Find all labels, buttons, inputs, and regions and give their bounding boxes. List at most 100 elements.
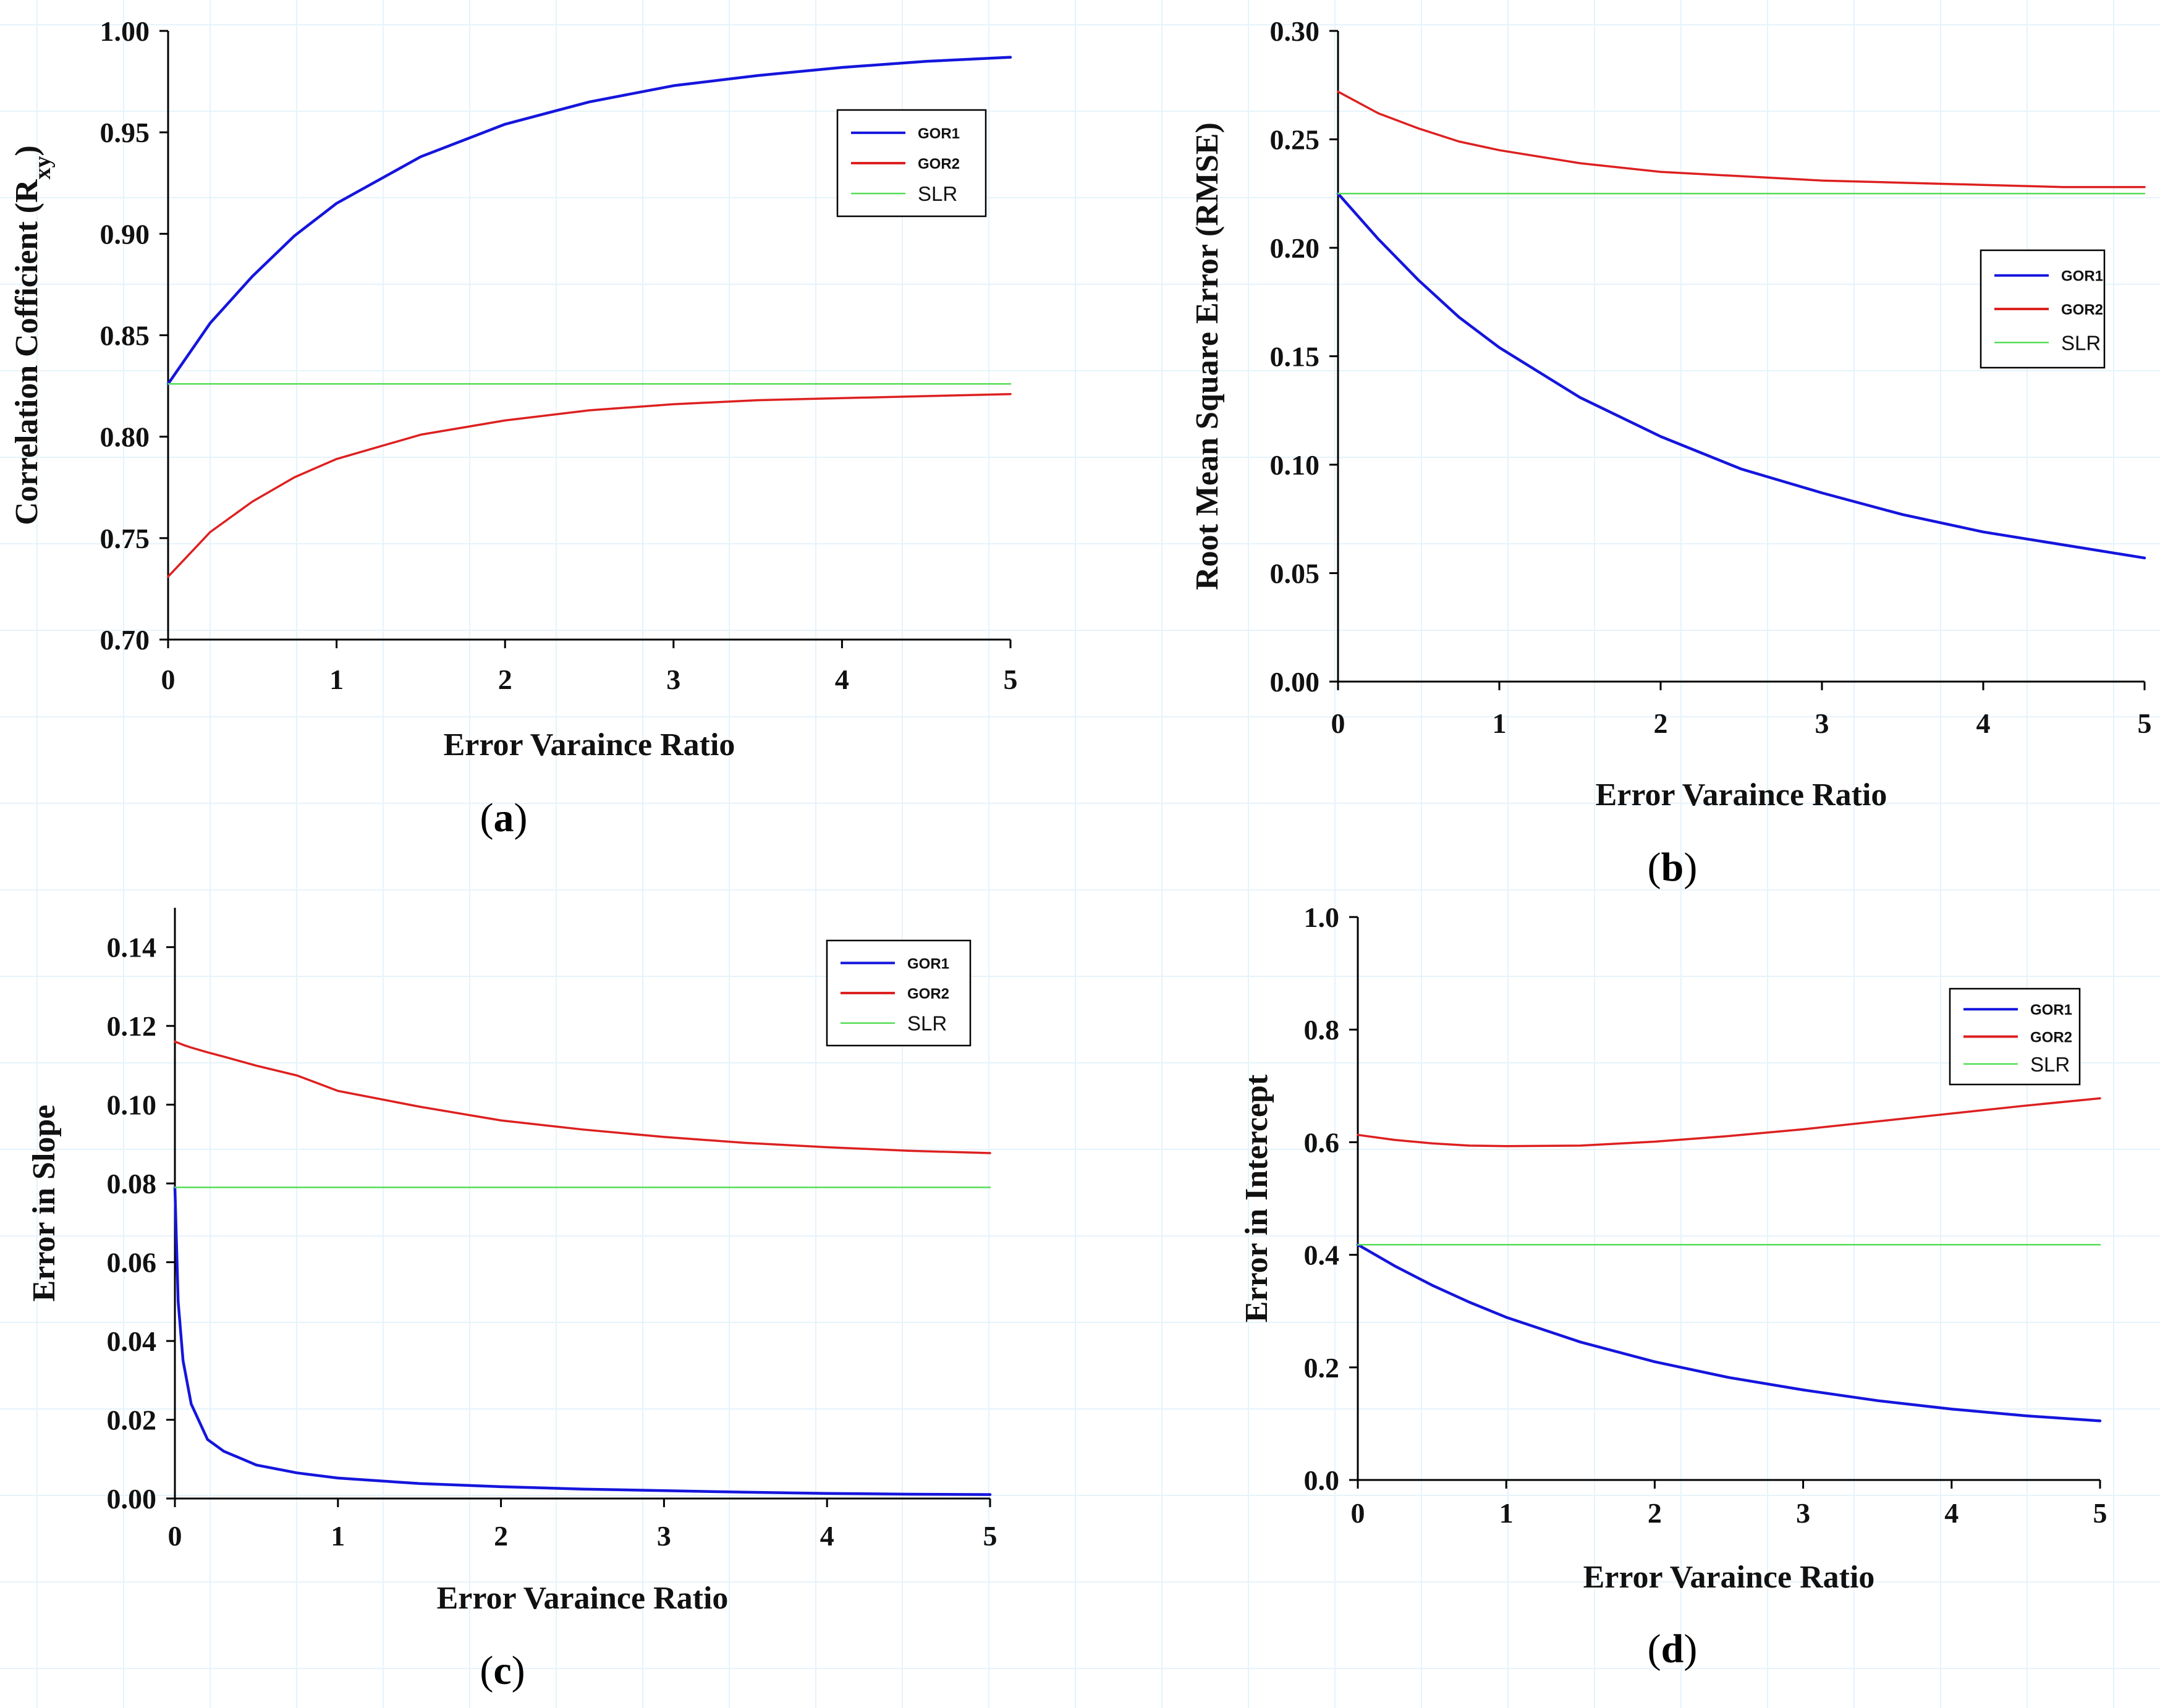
legend-label-gor2: GOR2 xyxy=(918,156,960,172)
legend-label-slr: SLR xyxy=(2061,331,2101,354)
panel-label-close: ) xyxy=(1684,1626,1697,1672)
x-tick-label: 3 xyxy=(666,664,680,695)
x-axis-title: Error Varaince Ratio xyxy=(1596,777,1887,813)
series-line-gor2 xyxy=(167,392,1012,578)
y-tick-label: 1.0 xyxy=(1304,902,1340,933)
legend-label-gor2: GOR2 xyxy=(907,986,949,1002)
x-tick-label: 0 xyxy=(1331,708,1345,739)
panel-label: (d) xyxy=(1648,1626,1698,1672)
y-tick-label: 0.00 xyxy=(1270,666,1320,698)
y-tick-label: 0.0 xyxy=(1304,1465,1340,1496)
y-tick-label: 0.08 xyxy=(107,1168,157,1199)
x-tick-label: 2 xyxy=(1648,1497,1662,1529)
y-axis-title: Root Mean Square Error (RMSE) xyxy=(1190,122,1225,590)
x-tick-label: 4 xyxy=(1944,1497,1959,1529)
panel-label-letter: c xyxy=(493,1648,511,1693)
x-tick-label: 1 xyxy=(329,664,344,695)
panel-label: (a) xyxy=(480,795,528,840)
y-tick-label: 0.04 xyxy=(107,1325,157,1357)
y-tick-label: 0.8 xyxy=(1304,1014,1340,1046)
y-tick-label: 0.6 xyxy=(1304,1127,1340,1158)
y-tick-label: 0.90 xyxy=(100,218,150,250)
x-tick-label: 2 xyxy=(498,664,512,695)
y-tick-label: 0.06 xyxy=(107,1247,157,1279)
y-tick-label: 0.05 xyxy=(1270,558,1320,590)
x-tick-label: 5 xyxy=(1004,664,1018,695)
series-line-gor2 xyxy=(1337,90,2146,188)
y-axis-title-main: Correlation Cofficient (R xyxy=(9,179,44,525)
y-tick-label: 0.70 xyxy=(100,624,150,656)
series-line-gor2 xyxy=(174,1040,991,1154)
legend-label-gor1: GOR1 xyxy=(918,125,960,142)
legend-label-slr: SLR xyxy=(907,1012,947,1035)
y-tick-label: 0.80 xyxy=(100,421,150,453)
x-tick-label: 5 xyxy=(983,1520,997,1552)
y-tick-label: 0.25 xyxy=(1270,124,1320,156)
panel-label-close: ) xyxy=(514,795,528,840)
legend-label-gor1: GOR1 xyxy=(2061,268,2103,285)
panel-label-close: ) xyxy=(1684,845,1697,890)
x-tick-label: 3 xyxy=(1796,1497,1810,1529)
legend: GOR1 GOR2 SLR xyxy=(1980,249,2106,369)
panel-label: (c) xyxy=(480,1648,525,1693)
y-axis-title-main: Error in Intercept xyxy=(1239,1074,1274,1322)
x-axis-title: Error Varaince Ratio xyxy=(437,1581,729,1616)
x-tick-label: 1 xyxy=(331,1520,345,1552)
series-line-gor1 xyxy=(1356,1243,2102,1423)
x-tick-label: 1 xyxy=(1499,1497,1514,1529)
panel-label-open: ( xyxy=(480,1648,493,1693)
legend: GOR1 GOR2 SLR xyxy=(826,939,972,1047)
chart-panel-a: 0.70 0.75 0.80 0.85 0.90 0.95 1.00 0 1 2 3 4 5 Error … xyxy=(9,15,1018,840)
x-tick-label: 2 xyxy=(494,1520,508,1552)
y-tick-label: 0.10 xyxy=(107,1089,157,1121)
x-tick-label: 2 xyxy=(1654,708,1668,739)
y-tick-label: 0.10 xyxy=(1270,449,1320,481)
y-axis-title: Correlation Cofficient (Rxy) xyxy=(9,145,56,525)
x-tick-label: 3 xyxy=(1815,708,1829,739)
panel-label-open: ( xyxy=(1648,845,1661,890)
legend-label-gor2: GOR2 xyxy=(2061,302,2103,318)
legend-label-slr: SLR xyxy=(918,182,957,205)
y-tick-label: 0.12 xyxy=(107,1010,157,1042)
x-axis-title: Error Varaince Ratio xyxy=(1583,1560,1875,1595)
y-tick-label: 0.30 xyxy=(1270,15,1320,47)
chart-panel-c: 0.00 0.02 0.04 0.06 0.08 0.10 0.12 0.14 0 1 2 3 4 5 Er… xyxy=(27,908,997,1693)
legend: GOR1 GOR2 SLR xyxy=(1949,987,2081,1086)
x-axis-title: Error Varaince Ratio xyxy=(444,727,735,763)
y-axis-title-main: Error in Slope xyxy=(27,1105,62,1302)
y-tick-label: 0.14 xyxy=(107,932,157,963)
y-tick-label: 0.2 xyxy=(1304,1352,1340,1384)
legend-label-gor1: GOR1 xyxy=(2030,1002,2072,1018)
x-tick-label: 4 xyxy=(1976,708,1991,739)
x-tick-label: 0 xyxy=(161,664,176,695)
x-tick-label: 0 xyxy=(168,1520,182,1552)
legend-label-slr: SLR xyxy=(2030,1053,2070,1076)
y-tick-label: 1.00 xyxy=(100,15,150,47)
panel-label-letter: b xyxy=(1661,845,1684,890)
panel-label-open: ( xyxy=(1648,1626,1661,1672)
series-line-gor1 xyxy=(1336,192,2146,560)
x-tick-label: 5 xyxy=(2093,1497,2107,1529)
y-tick-label: 0.75 xyxy=(100,523,150,554)
panel-label-open: ( xyxy=(480,795,494,840)
x-tick-label: 0 xyxy=(1351,1497,1365,1529)
y-axis-title: Error in Intercept xyxy=(1239,1074,1274,1322)
panel-label-letter: a xyxy=(494,795,514,840)
y-axis-title-close: ) xyxy=(9,145,44,156)
y-tick-label: 0.00 xyxy=(107,1483,157,1515)
x-tick-label: 4 xyxy=(835,664,849,695)
y-tick-label: 0.20 xyxy=(1270,232,1320,264)
y-tick-label: 0.15 xyxy=(1270,341,1320,373)
panel-label: (b) xyxy=(1648,845,1698,890)
x-tick-label: 4 xyxy=(820,1520,834,1552)
y-axis-title: Error in Slope xyxy=(27,1105,62,1302)
panel-label-letter: d xyxy=(1661,1626,1684,1672)
series-line-gor1 xyxy=(166,56,1012,386)
series-line-gor1 xyxy=(173,1186,992,1496)
x-tick-label: 3 xyxy=(657,1520,671,1552)
x-tick-label: 5 xyxy=(2138,708,2152,739)
y-tick-label: 0.85 xyxy=(100,320,150,352)
panel-label-close: ) xyxy=(512,1648,525,1693)
